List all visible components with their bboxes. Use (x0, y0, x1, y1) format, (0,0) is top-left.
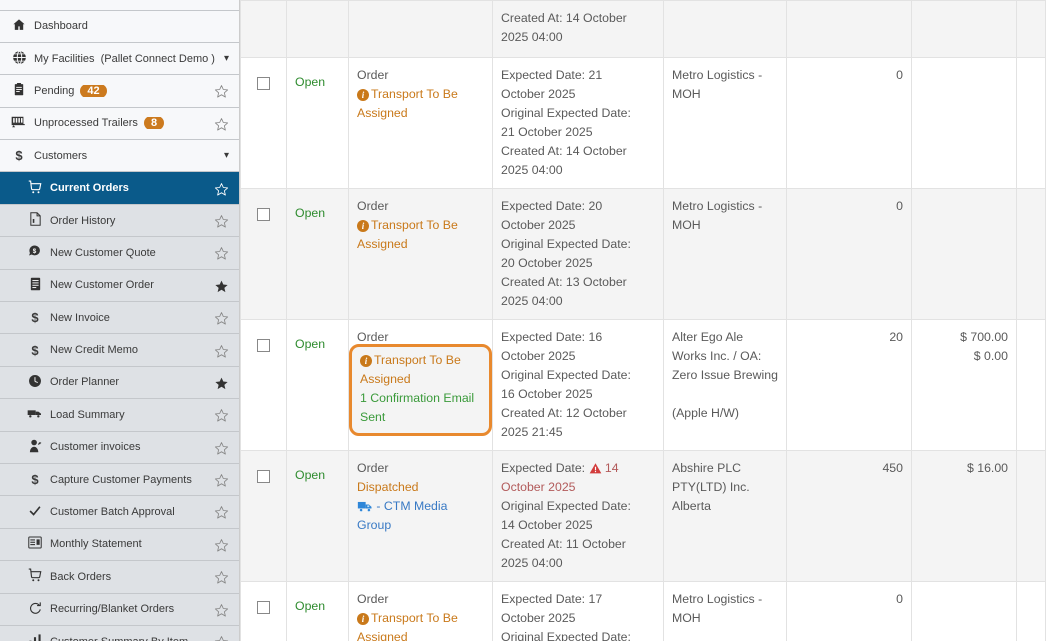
svg-text:$: $ (33, 248, 37, 255)
